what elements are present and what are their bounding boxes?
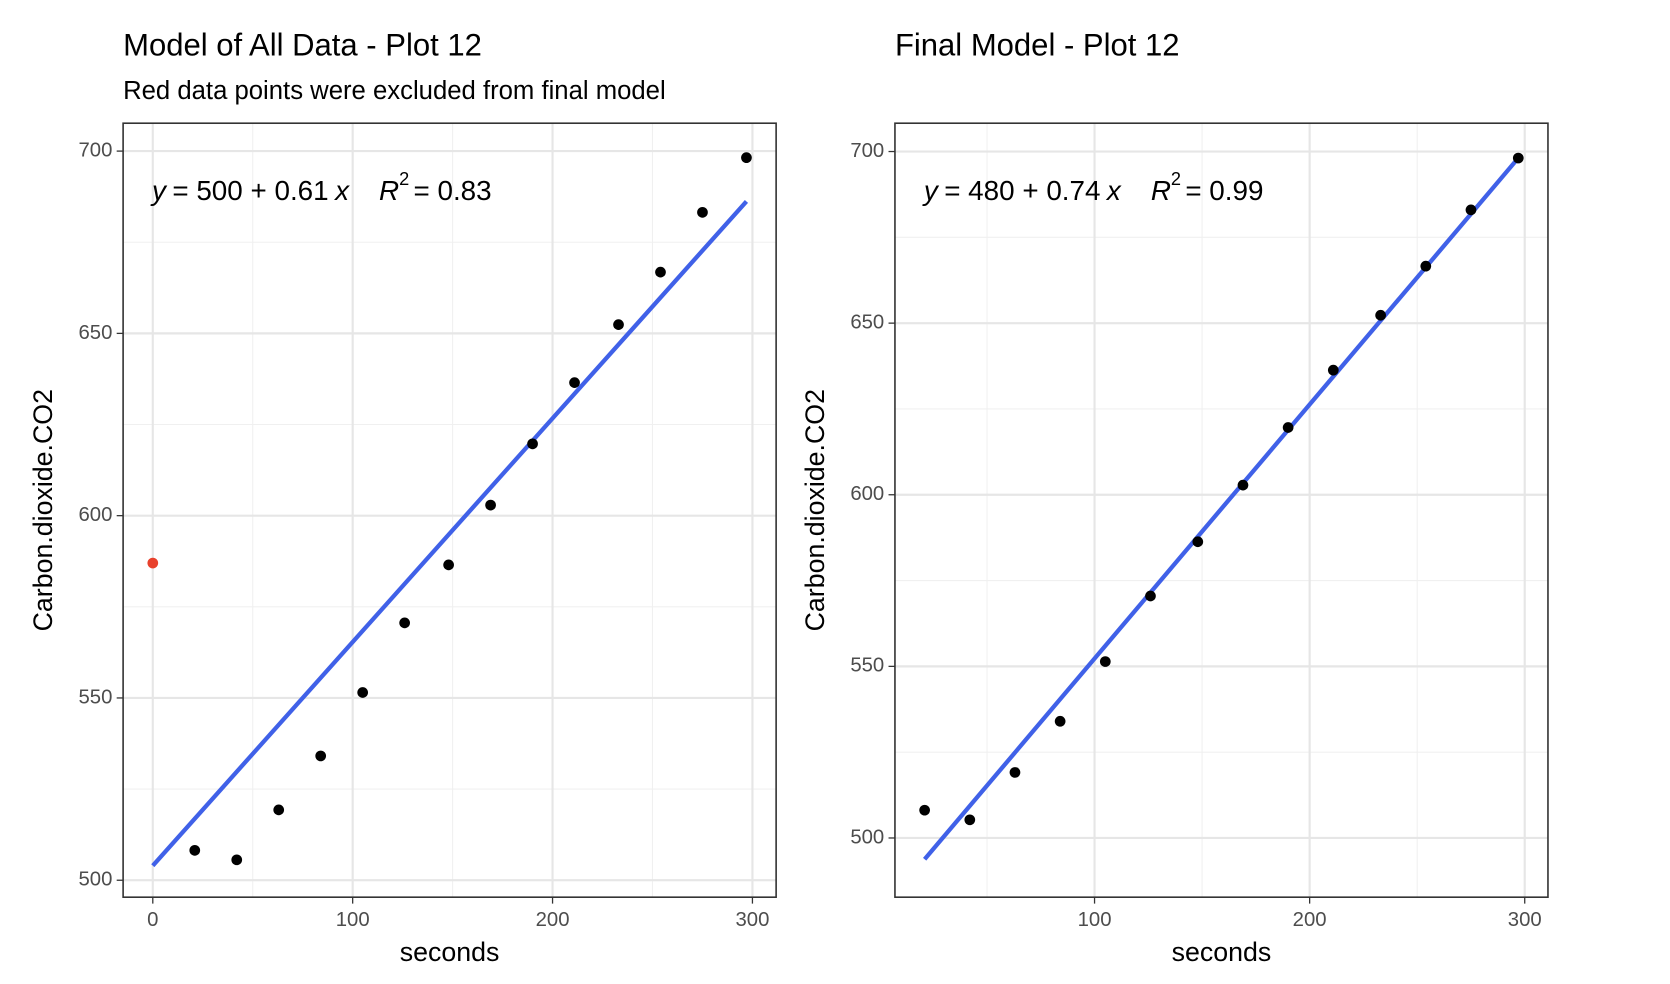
equation-y: y [150, 175, 168, 206]
y-tick-label: 650 [850, 312, 884, 334]
data-point [1375, 309, 1386, 321]
chart: Final Model - Plot 12 100 200 300 500 550 600 6… [800, 27, 1549, 967]
chart-title: Model of All Data - Plot 12 [123, 27, 482, 62]
data-point [655, 266, 666, 278]
data-point [1192, 536, 1204, 548]
equation-x: x [333, 175, 350, 206]
data-point [964, 814, 976, 826]
x-tick-label: 300 [735, 909, 769, 931]
y-tick-label: 550 [78, 686, 112, 708]
plot-border [894, 122, 1549, 898]
data-point [613, 319, 624, 330]
equation: y = 500 + 0.61 x R2 = 0.83 [150, 169, 492, 206]
data-point [1512, 152, 1524, 164]
equation: y = 480 + 0.74 x R2 = 0.99 [922, 169, 1264, 206]
data-point [569, 377, 580, 388]
x-tick-label: 100 [336, 909, 370, 931]
y-tick-label: 600 [78, 504, 112, 526]
chart-subtitle: Red data points were excluded from final… [123, 77, 666, 105]
fit-line [922, 156, 1520, 861]
y-tick-label: 650 [78, 322, 112, 344]
x-tick-label: 300 [1508, 909, 1542, 931]
data-point [189, 844, 201, 856]
equation-body: = 480 + 0.74 [944, 175, 1100, 206]
y-tick-label: 700 [850, 140, 884, 162]
r-exponent: 2 [1171, 169, 1181, 189]
excluded-point [147, 557, 159, 569]
data-point [273, 804, 285, 816]
data-point [231, 854, 243, 866]
equation-y: y [922, 175, 940, 206]
y-tick-label: 600 [850, 483, 884, 505]
data-point [1099, 656, 1111, 667]
x-tick-label: 100 [1078, 909, 1112, 931]
x-axis-title: seconds [1172, 937, 1272, 967]
data-point [443, 559, 454, 571]
y-tick-label: 700 [78, 139, 112, 161]
data-point [1145, 590, 1156, 602]
r-value: = 0.83 [413, 175, 491, 206]
r-symbol: R [1151, 175, 1171, 206]
x-axis-title: seconds [400, 937, 500, 967]
data-point [1420, 260, 1432, 272]
data-point [399, 617, 410, 629]
fit-line [151, 199, 749, 868]
y-axis-title: Carbon.dioxide.CO2 [28, 389, 58, 631]
data-point [527, 438, 538, 450]
x-tick-label: 0 [147, 909, 158, 931]
plot-background [123, 123, 777, 898]
x-tick-label: 200 [536, 909, 570, 931]
chart-title: Final Model - Plot 12 [895, 27, 1180, 62]
y-axis-title: Carbon.dioxide.CO2 [800, 389, 830, 631]
data-point [1327, 364, 1339, 376]
data-point [315, 750, 327, 762]
chart: Model of All Data - Plot 12 Red data poin… [28, 27, 777, 967]
x-tick-label: 200 [1293, 909, 1327, 931]
data-point [1465, 204, 1477, 216]
plot-border [122, 122, 777, 898]
y-tick-label: 550 [850, 655, 884, 677]
data-point [741, 152, 752, 164]
data-point [357, 687, 369, 698]
equation-body: = 500 + 0.61 [172, 175, 328, 206]
data-point [485, 499, 496, 511]
r-symbol: R [379, 175, 399, 206]
data-point [1054, 715, 1066, 727]
r-value: = 0.99 [1185, 175, 1263, 206]
r-exponent: 2 [399, 169, 409, 189]
equation-x: x [1105, 175, 1122, 206]
data-point [1282, 422, 1294, 433]
data-point [1237, 479, 1249, 491]
y-tick-label: 500 [850, 826, 884, 848]
data-point [697, 206, 708, 218]
y-tick-label: 500 [78, 869, 112, 891]
data-point [1009, 767, 1021, 778]
data-point [919, 804, 930, 816]
